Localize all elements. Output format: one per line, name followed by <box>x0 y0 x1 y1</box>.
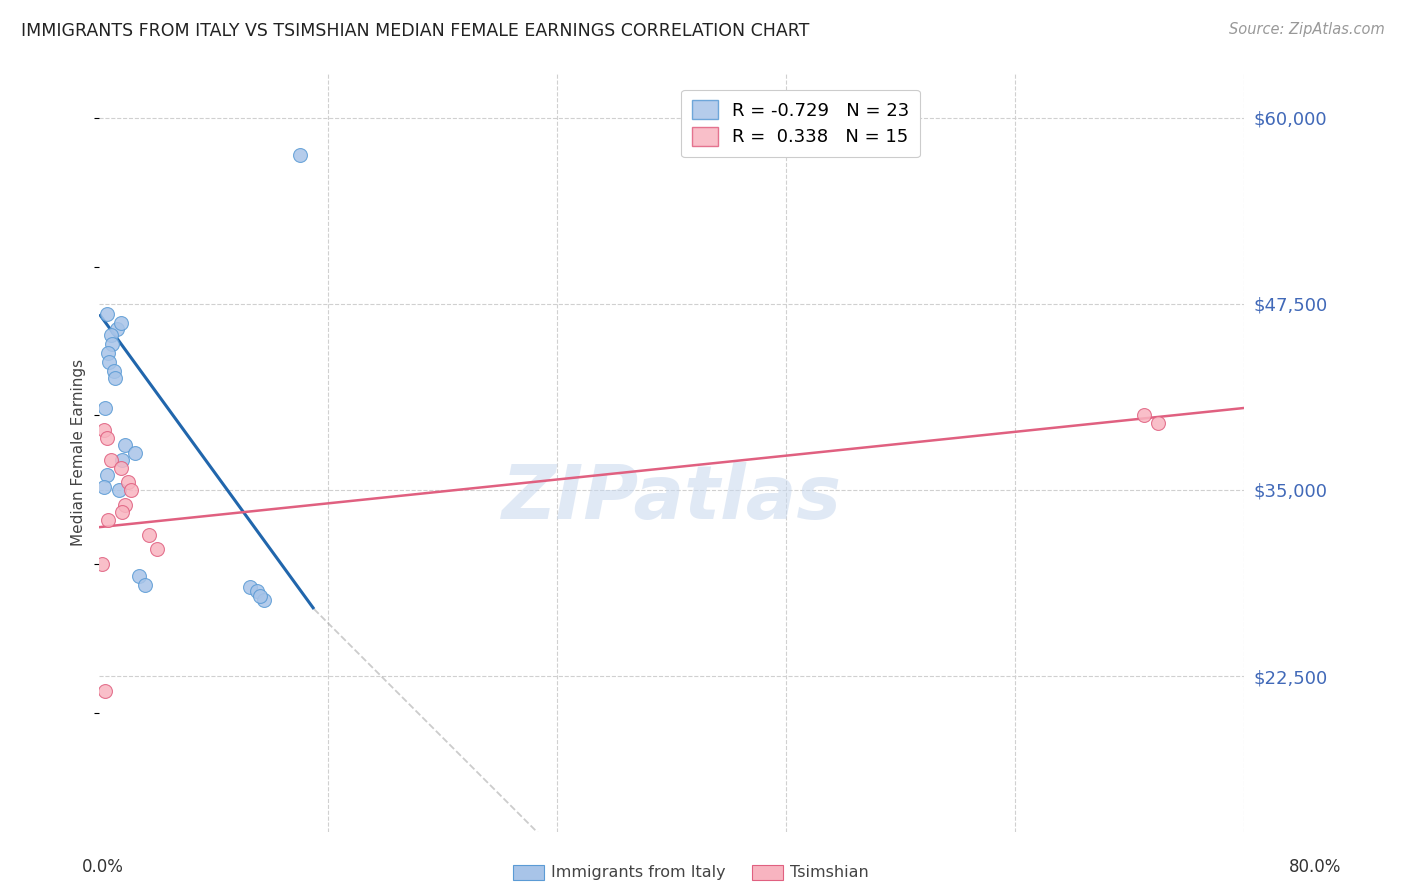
Point <box>1147 416 1170 430</box>
Point <box>108 483 131 497</box>
Text: 80.0%: 80.0% <box>1288 858 1341 876</box>
Point <box>114 498 136 512</box>
Point <box>110 460 132 475</box>
Point <box>128 569 150 583</box>
Point <box>94 401 117 415</box>
Point <box>239 580 262 594</box>
Point <box>145 542 167 557</box>
Point <box>100 328 122 343</box>
Point <box>134 578 156 592</box>
Y-axis label: Median Female Earnings: Median Female Earnings <box>72 359 86 546</box>
Point <box>91 558 114 572</box>
Point <box>288 148 311 162</box>
Point <box>246 584 269 599</box>
Point <box>97 346 120 360</box>
Point <box>117 475 139 490</box>
Point <box>93 480 115 494</box>
Point <box>101 337 124 351</box>
Point <box>114 438 136 452</box>
Point <box>253 593 276 607</box>
Text: Source: ZipAtlas.com: Source: ZipAtlas.com <box>1229 22 1385 37</box>
Point <box>105 322 128 336</box>
Point <box>104 371 127 385</box>
Point <box>249 589 271 603</box>
Point <box>111 505 134 519</box>
Text: 0.0%: 0.0% <box>82 858 124 876</box>
Point <box>111 453 134 467</box>
Point <box>98 355 121 369</box>
Point <box>96 307 118 321</box>
Point <box>100 453 122 467</box>
Text: Tsimshian: Tsimshian <box>790 865 869 880</box>
Text: IMMIGRANTS FROM ITALY VS TSIMSHIAN MEDIAN FEMALE EARNINGS CORRELATION CHART: IMMIGRANTS FROM ITALY VS TSIMSHIAN MEDIA… <box>21 22 810 40</box>
Point <box>110 316 132 330</box>
Point <box>103 364 125 378</box>
Point <box>1132 409 1154 423</box>
Legend: R = -0.729   N = 23, R =  0.338   N = 15: R = -0.729 N = 23, R = 0.338 N = 15 <box>682 89 920 157</box>
Point <box>96 468 118 483</box>
Point <box>93 423 115 437</box>
Text: Immigrants from Italy: Immigrants from Italy <box>551 865 725 880</box>
Point <box>138 527 160 541</box>
Point <box>96 431 118 445</box>
Point <box>120 483 142 497</box>
Point <box>94 684 117 698</box>
Point <box>97 513 120 527</box>
Text: ZIPatlas: ZIPatlas <box>502 462 842 535</box>
Point <box>124 445 146 459</box>
